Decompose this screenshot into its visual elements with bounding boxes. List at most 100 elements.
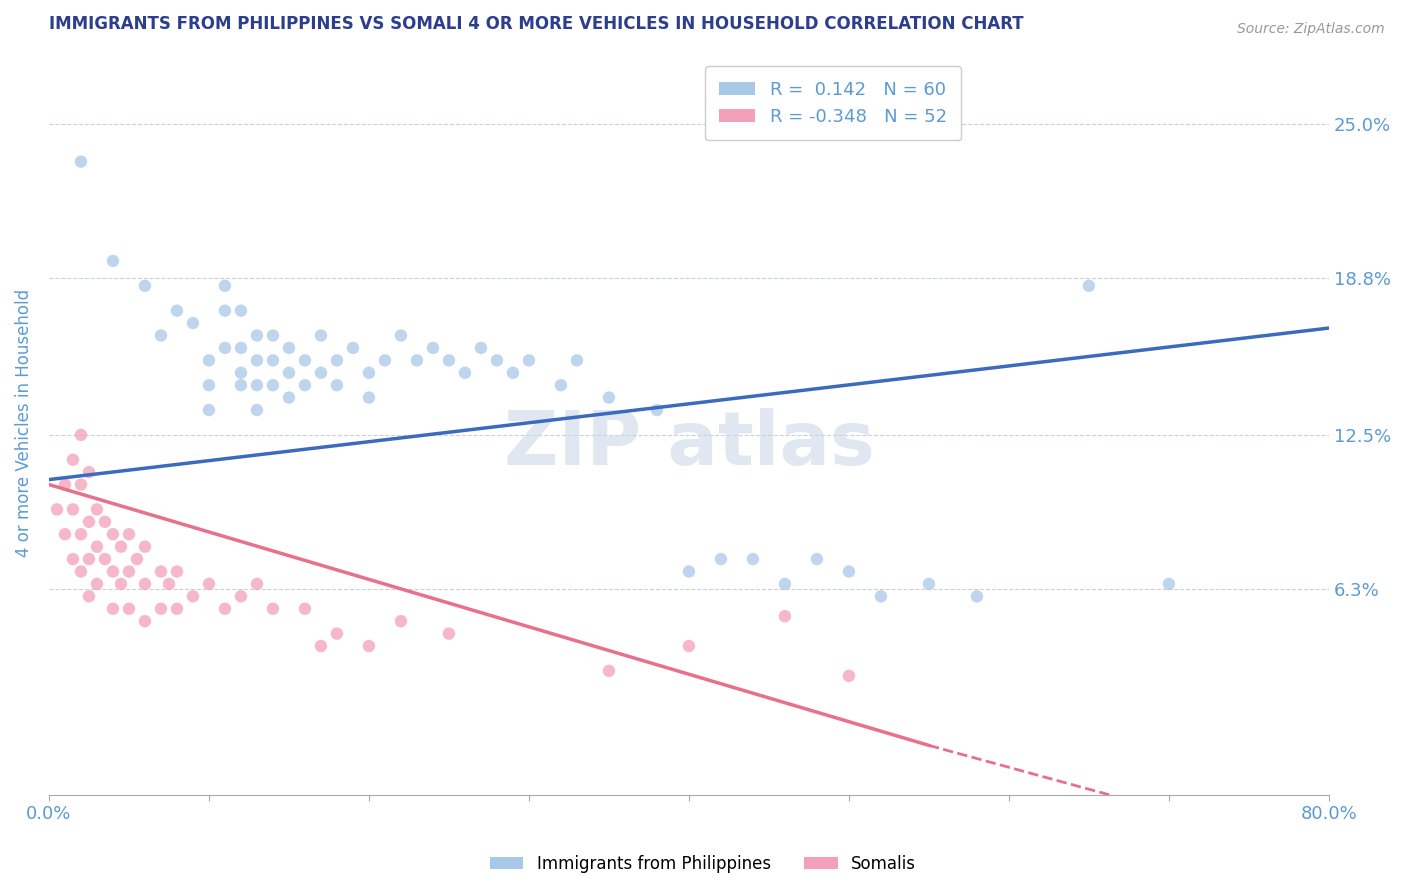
Point [198, 577, 221, 591]
Point [229, 590, 252, 604]
Point [229, 366, 252, 380]
Point [62, 452, 84, 467]
Point [134, 278, 156, 293]
Point [326, 378, 349, 392]
Point [101, 527, 124, 541]
Point [118, 527, 141, 541]
Point [70, 527, 93, 541]
Point [198, 353, 221, 368]
Point [198, 378, 221, 392]
Point [214, 303, 236, 318]
Point [101, 601, 124, 615]
Point [77, 465, 100, 479]
Point [149, 565, 172, 579]
Point [645, 403, 668, 417]
Point [53, 527, 76, 541]
Point [166, 601, 188, 615]
Point [262, 328, 284, 343]
Point [125, 552, 148, 566]
Point [101, 565, 124, 579]
Text: ZIP atlas: ZIP atlas [503, 409, 875, 482]
Point [485, 353, 508, 368]
Point [454, 366, 477, 380]
Text: Source: ZipAtlas.com: Source: ZipAtlas.com [1237, 22, 1385, 37]
Point [118, 565, 141, 579]
Point [110, 577, 132, 591]
Point [678, 565, 700, 579]
Point [134, 540, 156, 554]
Point [710, 552, 733, 566]
Point [157, 577, 180, 591]
Point [374, 353, 396, 368]
Point [1157, 577, 1180, 591]
Point [229, 303, 252, 318]
Legend: R =  0.142   N = 60, R = -0.348   N = 52: R = 0.142 N = 60, R = -0.348 N = 52 [704, 66, 962, 140]
Legend: Immigrants from Philippines, Somalis: Immigrants from Philippines, Somalis [484, 848, 922, 880]
Point [870, 590, 893, 604]
Point [214, 341, 236, 355]
Point [502, 366, 524, 380]
Point [70, 428, 93, 442]
Point [389, 328, 412, 343]
Point [246, 353, 269, 368]
Point [246, 403, 269, 417]
Point [422, 341, 444, 355]
Point [294, 601, 316, 615]
Point [181, 590, 204, 604]
Point [278, 366, 301, 380]
Y-axis label: 4 or more Vehicles in Household: 4 or more Vehicles in Household [15, 288, 32, 557]
Point [86, 502, 108, 516]
Point [278, 341, 301, 355]
Point [389, 614, 412, 628]
Point [773, 577, 796, 591]
Point [214, 278, 236, 293]
Point [62, 552, 84, 566]
Point [262, 353, 284, 368]
Point [517, 353, 540, 368]
Point [77, 590, 100, 604]
Point [262, 378, 284, 392]
Point [181, 316, 204, 330]
Point [229, 341, 252, 355]
Point [838, 669, 860, 683]
Point [806, 552, 828, 566]
Point [246, 378, 269, 392]
Point [598, 391, 620, 405]
Point [565, 353, 588, 368]
Point [229, 378, 252, 392]
Point [110, 540, 132, 554]
Point [94, 552, 117, 566]
Point [294, 378, 316, 392]
Point [70, 565, 93, 579]
Point [678, 639, 700, 653]
Point [598, 664, 620, 678]
Point [342, 341, 364, 355]
Point [118, 601, 141, 615]
Point [437, 353, 460, 368]
Point [742, 552, 765, 566]
Point [214, 601, 236, 615]
Point [357, 366, 380, 380]
Text: IMMIGRANTS FROM PHILIPPINES VS SOMALI 4 OR MORE VEHICLES IN HOUSEHOLD CORRELATIO: IMMIGRANTS FROM PHILIPPINES VS SOMALI 4 … [49, 15, 1024, 33]
Point [70, 154, 93, 169]
Point [326, 626, 349, 640]
Point [357, 639, 380, 653]
Point [966, 590, 988, 604]
Point [326, 353, 349, 368]
Point [77, 515, 100, 529]
Point [550, 378, 572, 392]
Point [918, 577, 941, 591]
Point [1077, 278, 1099, 293]
Point [70, 477, 93, 491]
Point [246, 577, 269, 591]
Point [294, 353, 316, 368]
Point [309, 366, 332, 380]
Point [357, 391, 380, 405]
Point [101, 254, 124, 268]
Point [198, 403, 221, 417]
Point [77, 552, 100, 566]
Point [406, 353, 429, 368]
Point [838, 565, 860, 579]
Point [246, 328, 269, 343]
Point [86, 577, 108, 591]
